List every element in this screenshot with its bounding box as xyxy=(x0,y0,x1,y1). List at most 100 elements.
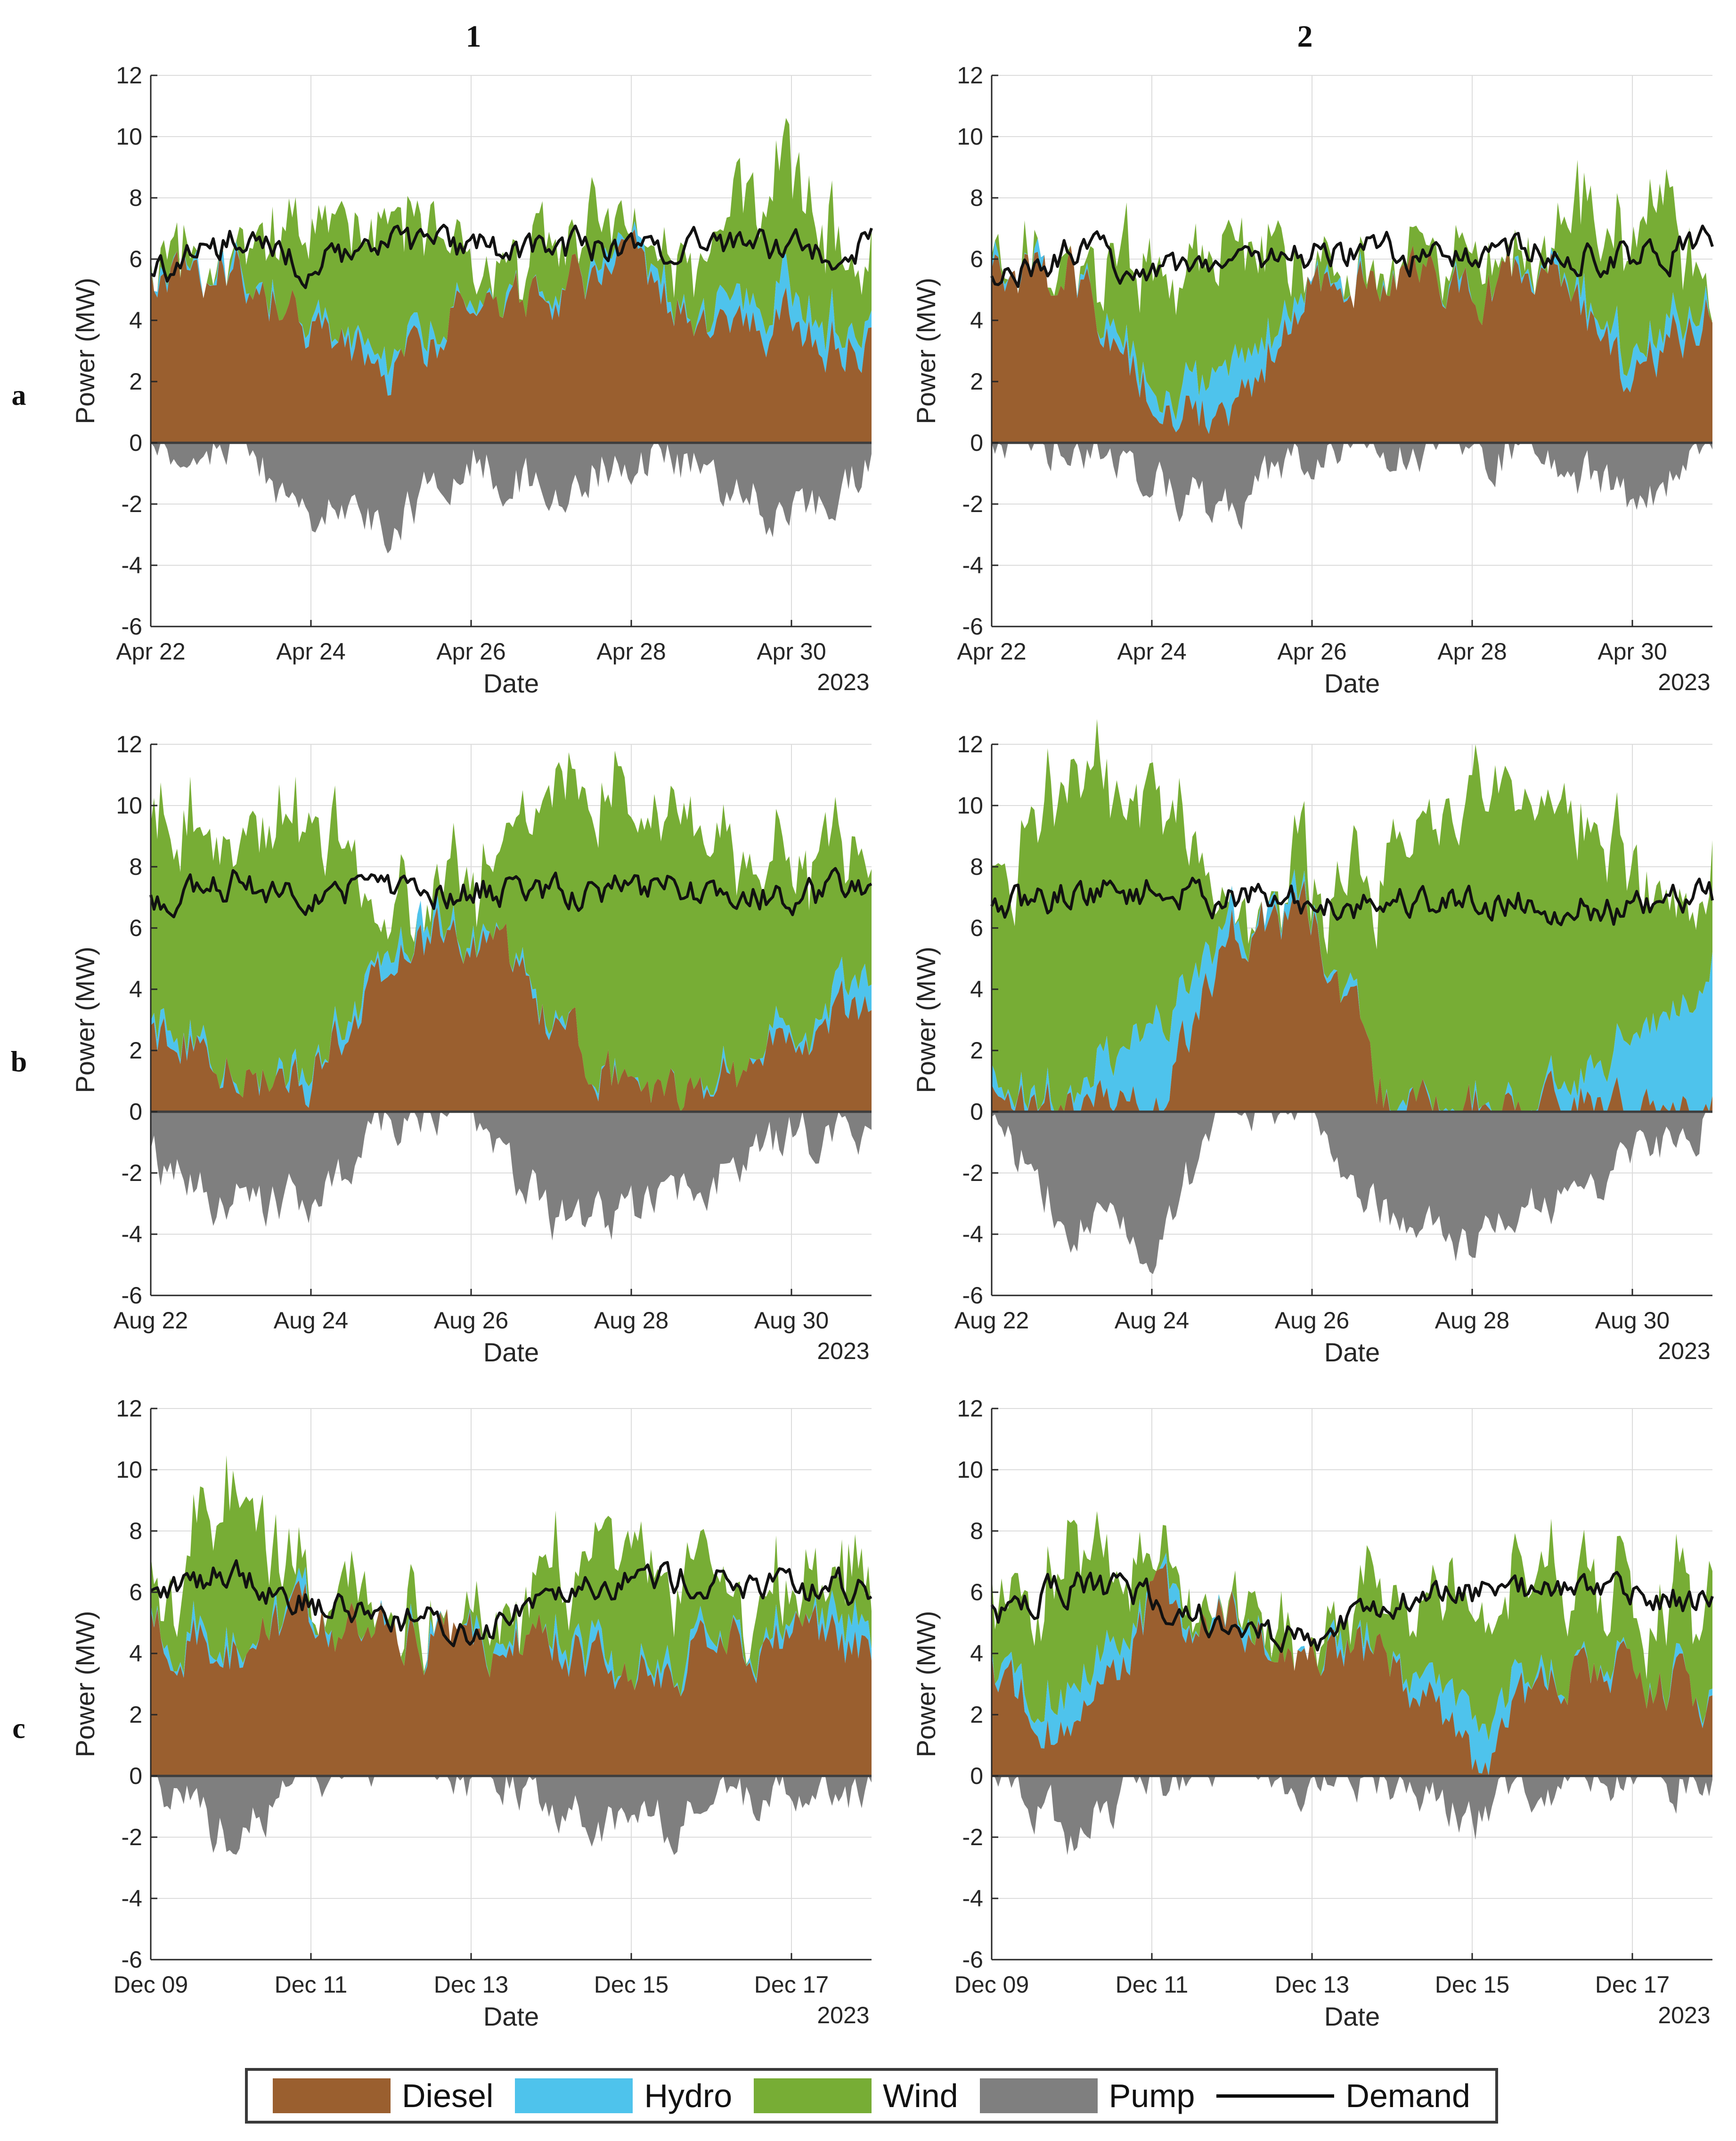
year-label: 2023 xyxy=(817,1338,869,1364)
y-tick-label: 0 xyxy=(970,1763,983,1789)
chart-c1: -6 -4 -2 0 2 4 6 8 10 12 Dec 09 Dec 11 Dec 13 Dec 15 D… xyxy=(70,1395,872,2031)
series-hydro-area xyxy=(151,221,872,396)
chart-a2: -6 -4 -2 0 2 4 6 8 10 12 Apr 22 Apr 24 Apr 26 Apr 28 A… xyxy=(911,62,1714,698)
y-tick-label: 10 xyxy=(957,792,983,819)
series-demand-line xyxy=(990,1571,1714,1653)
y-tick-label: 12 xyxy=(957,62,983,89)
x-tick-label: Apr 22 xyxy=(116,638,185,665)
x-tick-label: Apr 26 xyxy=(436,638,505,665)
x-tick-label: Aug 24 xyxy=(1115,1307,1189,1334)
series-diesel-area xyxy=(151,907,872,1112)
legend-swatch-hydro xyxy=(515,2078,633,2113)
y-tick-label: 12 xyxy=(116,62,142,89)
x-tick-label: Aug 28 xyxy=(594,1307,668,1334)
y-tick-label: -4 xyxy=(962,1885,983,1912)
year-label: 2023 xyxy=(1658,1338,1710,1364)
chart-b2: -6 -4 -2 0 2 4 6 8 10 12 Aug 22 Aug 24 Aug 26 Aug 28 A… xyxy=(911,719,1714,1367)
y-tick-label: -4 xyxy=(122,552,142,578)
y-tick-label: 2 xyxy=(970,368,983,395)
y-tick-label: 8 xyxy=(970,1518,983,1544)
x-tick-label: Aug 28 xyxy=(1435,1307,1509,1334)
series-diesel-area xyxy=(992,245,1712,443)
x-tick-label: Apr 28 xyxy=(596,638,666,665)
x-tick-label: Dec 13 xyxy=(1275,1971,1349,1998)
y-tick-label: 8 xyxy=(129,1518,142,1544)
legend-label-pump: Pump xyxy=(1108,2077,1195,2114)
series-wind-area xyxy=(151,118,872,376)
legend-item-wind: Wind xyxy=(754,2077,958,2115)
legend-label-diesel: Diesel xyxy=(401,2077,494,2114)
row-label-c: c xyxy=(12,1712,25,1745)
chart-c2: -6 -4 -2 0 2 4 6 8 10 12 Dec 09 Dec 11 Dec 13 Dec 15 D… xyxy=(911,1395,1714,2031)
series-pump-area xyxy=(151,1776,872,1855)
x-tick-label: Apr 24 xyxy=(1117,638,1186,665)
y-axis-label: Power (MW) xyxy=(911,1611,941,1757)
y-axis-label: Power (MW) xyxy=(911,946,941,1093)
stacked-areas xyxy=(992,1511,1712,1855)
y-tick-label: 10 xyxy=(116,1457,142,1483)
y-tick-label: 8 xyxy=(970,854,983,880)
y-tick-label: 2 xyxy=(970,1701,983,1728)
stacked-areas xyxy=(151,750,872,1241)
series-wind-area xyxy=(151,750,872,1112)
legend-item-diesel: Diesel xyxy=(272,2077,494,2115)
series-diesel-area xyxy=(151,229,872,443)
y-tick-label: -2 xyxy=(122,1824,142,1850)
x-tick-label: Dec 17 xyxy=(754,1971,829,1998)
y-tick-label: -2 xyxy=(962,1160,983,1186)
x-axis-label: Date xyxy=(1324,668,1380,698)
series-wind-area xyxy=(151,1455,872,1697)
legend-swatch-diesel xyxy=(272,2078,391,2113)
series-demand-line xyxy=(990,877,1714,927)
y-axis-label: Power (MW) xyxy=(70,277,100,424)
y-tick-label: 4 xyxy=(970,1640,983,1667)
year-label: 2023 xyxy=(817,2002,869,2028)
stacked-areas xyxy=(151,118,872,554)
x-tick-label: Dec 15 xyxy=(594,1971,668,1998)
y-tick-label: 8 xyxy=(129,854,142,880)
column-title-2: 2 xyxy=(1297,19,1313,54)
y-tick-label: 12 xyxy=(116,1395,142,1422)
legend-swatch-pump xyxy=(979,2078,1098,2113)
x-tick-label: Dec 09 xyxy=(114,1971,188,1998)
y-axis-label: Power (MW) xyxy=(70,946,100,1093)
legend: Diesel Hydro Wind Pump Demand xyxy=(245,2068,1498,2124)
series-pump-area xyxy=(992,1112,1712,1274)
series-diesel-area xyxy=(992,880,1712,1112)
x-tick-label: Aug 26 xyxy=(434,1307,508,1334)
x-tick-label: Dec 15 xyxy=(1435,1971,1509,1998)
x-axis-label: Date xyxy=(483,2002,539,2031)
y-tick-label: 2 xyxy=(129,368,142,395)
y-tick-label: -4 xyxy=(962,1221,983,1247)
y-tick-label: -6 xyxy=(962,613,983,640)
series-diesel-area xyxy=(992,1563,1712,1776)
x-tick-label: Dec 13 xyxy=(434,1971,508,1998)
y-tick-label: 4 xyxy=(129,976,142,1002)
x-axis-label: Date xyxy=(1324,2002,1380,2031)
y-tick-label: -6 xyxy=(962,1282,983,1309)
series-hydro-area xyxy=(992,869,1712,1112)
y-tick-label: 10 xyxy=(957,1457,983,1483)
y-tick-label: 12 xyxy=(957,731,983,757)
legend-item-pump: Pump xyxy=(979,2077,1195,2115)
y-tick-label: 2 xyxy=(129,1701,142,1728)
x-tick-label: Dec 11 xyxy=(1116,1971,1189,1998)
series-pump-area xyxy=(992,443,1712,530)
y-tick-label: 6 xyxy=(129,246,142,272)
series-demand-line xyxy=(150,1559,872,1647)
series-demand-line xyxy=(149,867,872,919)
y-tick-label: 6 xyxy=(970,915,983,941)
y-tick-label: 10 xyxy=(116,123,142,150)
series-wind-area xyxy=(992,160,1712,421)
legend-label-hydro: Hydro xyxy=(644,2077,733,2114)
y-tick-label: -2 xyxy=(122,491,142,517)
y-tick-label: 12 xyxy=(116,731,142,757)
x-axis-label: Date xyxy=(483,1337,539,1367)
x-axis-label: Date xyxy=(1324,1337,1380,1367)
y-tick-label: -6 xyxy=(962,1946,983,1973)
series-pump-area xyxy=(992,1776,1712,1855)
x-tick-label: Apr 24 xyxy=(276,638,345,665)
year-label: 2023 xyxy=(1658,669,1710,695)
x-tick-label: Aug 24 xyxy=(274,1307,348,1334)
